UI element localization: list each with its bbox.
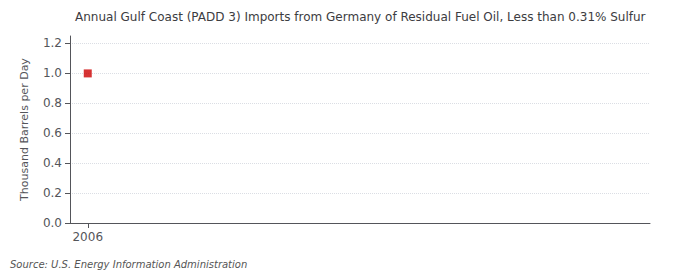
svg-text:0.8: 0.8 xyxy=(43,96,62,110)
svg-text:Thousand Barrels per Day: Thousand Barrels per Day xyxy=(18,58,31,202)
svg-text:Annual Gulf Coast (PADD 3) Imp: Annual Gulf Coast (PADD 3) Imports from … xyxy=(75,10,646,24)
svg-text:2006: 2006 xyxy=(72,230,103,244)
svg-text:0.4: 0.4 xyxy=(43,156,62,170)
svg-text:1.0: 1.0 xyxy=(43,66,62,80)
svg-text:0.6: 0.6 xyxy=(43,126,62,140)
svg-text:Source: U.S. Energy Informatio: Source: U.S. Energy Information Administ… xyxy=(10,259,247,270)
svg-text:0.0: 0.0 xyxy=(43,216,62,230)
svg-text:0.2: 0.2 xyxy=(43,186,62,200)
svg-text:1.2: 1.2 xyxy=(43,36,62,50)
